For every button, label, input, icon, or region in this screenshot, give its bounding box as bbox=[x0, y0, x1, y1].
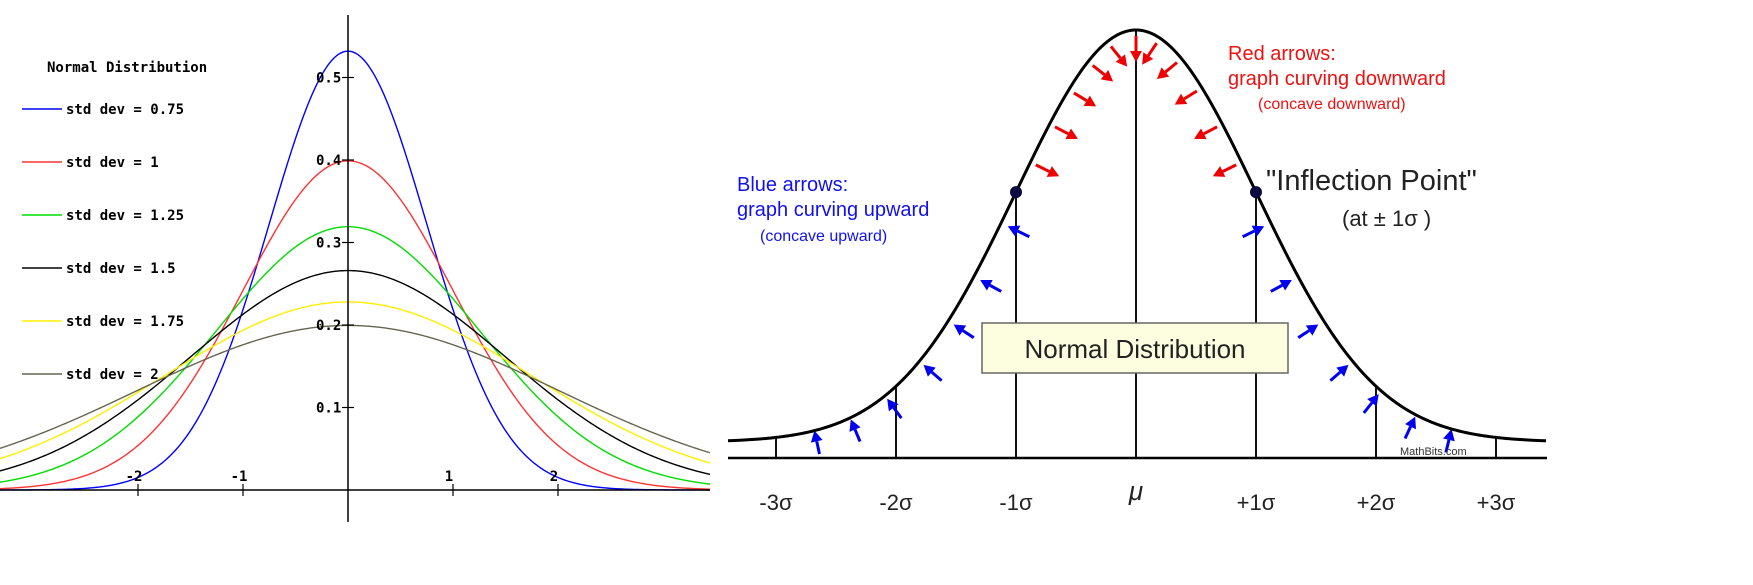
right-chart-title: Normal Distribution bbox=[1024, 334, 1245, 364]
down-arrow bbox=[1109, 45, 1128, 67]
down-arrow bbox=[1091, 64, 1114, 82]
left-y-ticks: 0.1 0.2 0.3 0.4 0.5 bbox=[316, 71, 354, 417]
down-arrow bbox=[1212, 163, 1237, 177]
legend-label-1: std dev = 1 bbox=[66, 155, 159, 171]
inflection-note: (at ± 1σ ) bbox=[1342, 206, 1431, 231]
series-line-4 bbox=[0, 301, 711, 464]
down-arrow bbox=[1130, 36, 1142, 62]
up-arrow bbox=[1007, 225, 1031, 239]
inflection-point-right bbox=[1250, 186, 1262, 199]
up-arrow bbox=[953, 324, 975, 339]
left-x-tick-label: 2 bbox=[550, 469, 558, 485]
left-y-tick-label: 0.2 bbox=[316, 318, 341, 334]
left-chart: -2 -1 1 2 0.1 0.2 0.3 0.4 0.5 Normal Distributi… bbox=[0, 15, 711, 522]
left-y-tick-label: 0.4 bbox=[316, 153, 341, 169]
left-legend: std dev = 0.75 std dev = 1 std dev = 1.25 s… bbox=[22, 102, 184, 383]
up-arrow bbox=[923, 364, 943, 382]
credit-label: MathBits.com bbox=[1400, 446, 1467, 458]
right-x-tick-label: μ bbox=[1128, 476, 1143, 506]
up-arrow bbox=[1443, 429, 1455, 453]
legend-label-4: std dev = 1.75 bbox=[66, 314, 184, 330]
right-x-tick-label: -1σ bbox=[999, 490, 1033, 515]
up-arrow bbox=[887, 398, 903, 420]
up-arrow bbox=[849, 419, 862, 443]
legend-label-5: std dev = 2 bbox=[66, 367, 159, 383]
left-y-tick-label: 0.3 bbox=[316, 236, 341, 252]
right-chart: Normal Distribution Red arrows: graph cu… bbox=[727, 28, 1547, 515]
left-x-tick-label: -2 bbox=[126, 469, 143, 485]
up-arrow bbox=[1241, 225, 1265, 239]
right-x-tick-label: -3σ bbox=[759, 490, 793, 515]
up-arrow bbox=[1362, 394, 1379, 414]
blue-arrows-note: (concave upward) bbox=[760, 228, 887, 245]
red-arrows-title: Red arrows: bbox=[1228, 43, 1336, 65]
up-arrow bbox=[1403, 416, 1416, 440]
left-y-tick-label: 0.5 bbox=[316, 71, 341, 87]
title-box bbox=[981, 322, 1289, 374]
down-arrow bbox=[1073, 91, 1097, 107]
down-arrow bbox=[1054, 125, 1078, 140]
up-arrow bbox=[1270, 279, 1292, 293]
left-curves bbox=[0, 50, 711, 491]
left-x-tick-label: 1 bbox=[445, 469, 453, 485]
series-line-5 bbox=[0, 324, 711, 454]
up-arrow bbox=[1297, 324, 1319, 339]
blue-arrows bbox=[810, 225, 1455, 455]
legend-label-2: std dev = 1.25 bbox=[66, 208, 184, 224]
left-y-tick-label: 0.1 bbox=[316, 401, 341, 417]
series-line-2 bbox=[0, 225, 711, 485]
series-line-3 bbox=[0, 269, 711, 476]
up-arrow bbox=[980, 279, 1002, 293]
left-x-tick-label: -1 bbox=[231, 469, 248, 485]
blue-arrows-title: Blue arrows: bbox=[737, 174, 848, 196]
series-line-0 bbox=[0, 50, 710, 491]
left-chart-title: Normal Distribution bbox=[47, 60, 207, 76]
right-x-tick-label: -2σ bbox=[879, 490, 913, 515]
legend-label-0: std dev = 0.75 bbox=[66, 102, 184, 118]
down-arrow bbox=[1174, 89, 1198, 105]
red-arrows-desc: graph curving downward bbox=[1228, 68, 1446, 90]
down-arrow bbox=[1035, 163, 1060, 177]
inflection-point-left bbox=[1010, 186, 1022, 199]
red-arrows-note: (concave downward) bbox=[1258, 96, 1406, 113]
series-line-1 bbox=[0, 160, 711, 490]
right-x-tick-labels: -3σ -2σ -1σ μ +1σ +2σ +3σ bbox=[759, 476, 1515, 515]
blue-arrows-desc: graph curving upward bbox=[737, 199, 929, 221]
down-arrow bbox=[1194, 125, 1218, 140]
normal-curve bbox=[727, 28, 1547, 443]
right-x-tick-label: +2σ bbox=[1357, 490, 1396, 515]
legend-label-3: std dev = 1.5 bbox=[66, 261, 176, 277]
red-arrows bbox=[1035, 36, 1237, 177]
right-x-tick-label: +3σ bbox=[1477, 490, 1516, 515]
up-arrow bbox=[1329, 364, 1349, 382]
left-x-ticks: -2 -1 1 2 bbox=[126, 469, 559, 496]
up-arrow bbox=[810, 430, 823, 455]
right-x-tick-label: +1σ bbox=[1237, 490, 1276, 515]
down-arrow bbox=[1156, 61, 1178, 80]
down-arrow bbox=[1142, 42, 1158, 65]
inflection-title: "Inflection Point" bbox=[1266, 165, 1477, 197]
